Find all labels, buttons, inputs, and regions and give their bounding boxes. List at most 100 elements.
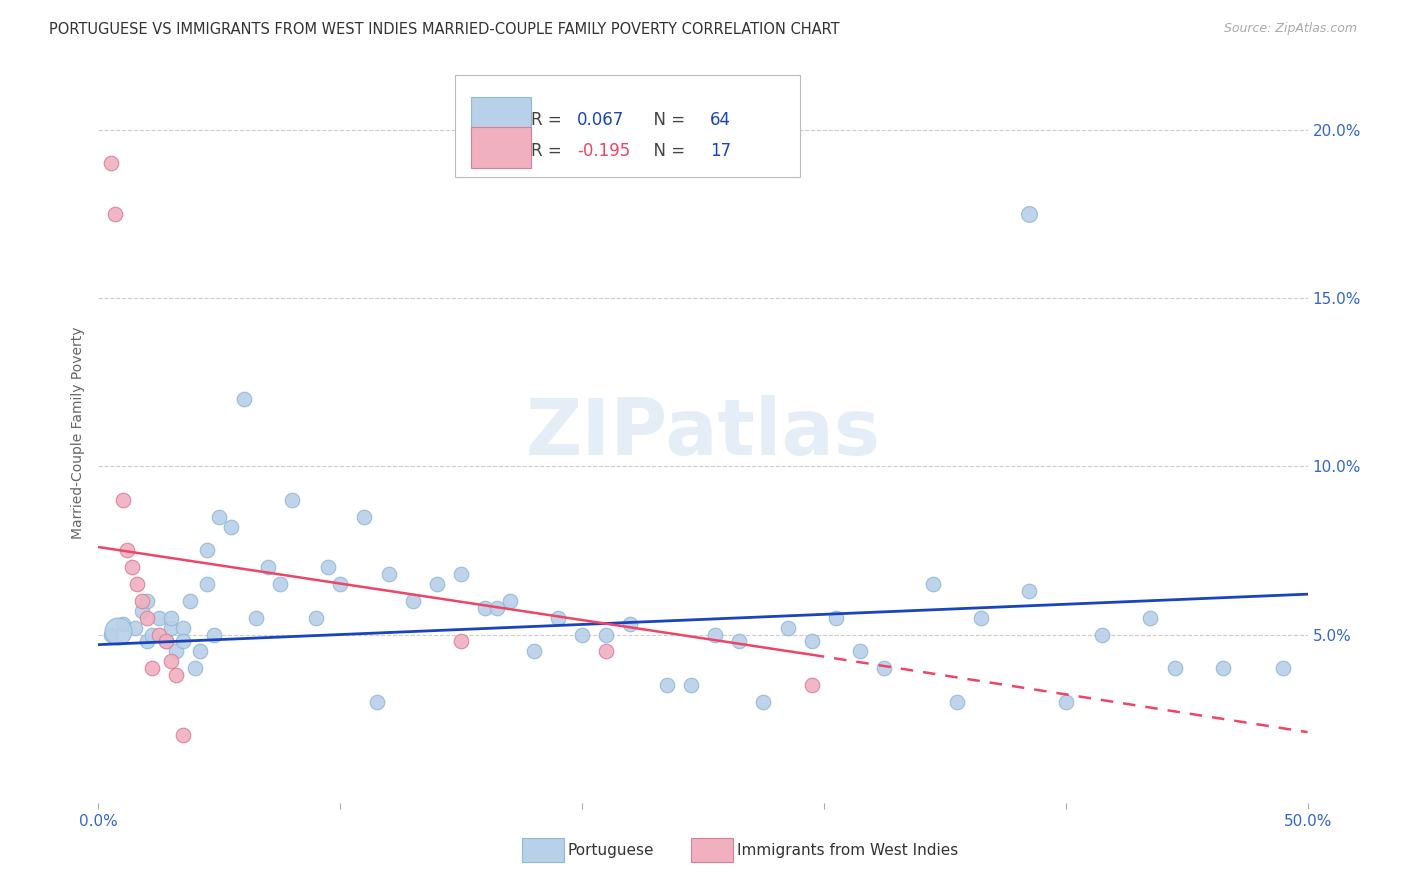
Point <box>776 621 799 635</box>
FancyBboxPatch shape <box>456 75 800 178</box>
FancyBboxPatch shape <box>471 97 531 138</box>
Text: N =: N = <box>643 112 690 129</box>
Point <box>107 624 129 639</box>
FancyBboxPatch shape <box>471 127 531 168</box>
Point <box>523 644 546 658</box>
Point <box>704 627 727 641</box>
Point <box>148 627 170 641</box>
Point <box>728 634 751 648</box>
Text: Immigrants from West Indies: Immigrants from West Indies <box>737 843 957 858</box>
Text: 17: 17 <box>710 143 731 161</box>
Point <box>849 644 872 658</box>
Point <box>921 577 943 591</box>
Point <box>155 634 177 648</box>
Point <box>165 668 187 682</box>
Text: ZIPatlas: ZIPatlas <box>526 394 880 471</box>
Point <box>160 621 183 635</box>
Point <box>547 610 569 624</box>
Point <box>104 207 127 221</box>
Point <box>595 627 617 641</box>
Point <box>619 617 641 632</box>
Point <box>160 610 183 624</box>
Point <box>135 594 157 608</box>
Point <box>402 594 425 608</box>
Point <box>111 492 134 507</box>
Point <box>195 577 218 591</box>
Point <box>188 644 211 658</box>
Point <box>245 610 267 624</box>
Point <box>1272 661 1295 675</box>
Point <box>800 678 823 692</box>
Text: PORTUGUESE VS IMMIGRANTS FROM WEST INDIES MARRIED-COUPLE FAMILY POVERTY CORRELAT: PORTUGUESE VS IMMIGRANTS FROM WEST INDIE… <box>49 22 839 37</box>
Text: Portuguese: Portuguese <box>568 843 654 858</box>
Text: Source: ZipAtlas.com: Source: ZipAtlas.com <box>1223 22 1357 36</box>
Point <box>426 577 449 591</box>
Point <box>111 617 134 632</box>
Point <box>752 695 775 709</box>
Point <box>1018 207 1040 221</box>
Point <box>100 627 122 641</box>
Point <box>148 610 170 624</box>
Point <box>256 560 278 574</box>
Point <box>474 600 496 615</box>
Point <box>172 729 194 743</box>
Point <box>100 156 122 170</box>
Point <box>172 621 194 635</box>
Point <box>450 566 472 581</box>
Point <box>179 594 201 608</box>
Point <box>825 610 848 624</box>
Point <box>195 543 218 558</box>
Point <box>679 678 702 692</box>
Point <box>946 695 969 709</box>
Point <box>873 661 896 675</box>
Point <box>486 600 509 615</box>
Point <box>131 594 153 608</box>
Point <box>571 627 593 641</box>
Point <box>595 644 617 658</box>
Text: -0.195: -0.195 <box>578 143 630 161</box>
Point <box>127 577 149 591</box>
Point <box>269 577 291 591</box>
Point <box>135 610 157 624</box>
Point <box>316 560 339 574</box>
Point <box>1212 661 1234 675</box>
Point <box>305 610 328 624</box>
Point <box>800 634 823 648</box>
Point <box>172 634 194 648</box>
Point <box>121 560 143 574</box>
Text: R =: R = <box>531 143 567 161</box>
Text: 0.067: 0.067 <box>578 112 624 129</box>
Point <box>366 695 388 709</box>
Point <box>184 661 207 675</box>
Text: 64: 64 <box>710 112 731 129</box>
Point <box>131 604 153 618</box>
Point <box>204 627 226 641</box>
Point <box>281 492 304 507</box>
Point <box>155 634 177 648</box>
Point <box>450 634 472 648</box>
Text: N =: N = <box>643 143 690 161</box>
Point <box>329 577 352 591</box>
Point <box>1018 583 1040 598</box>
Point <box>208 509 231 524</box>
Point <box>353 509 375 524</box>
Point <box>141 661 163 675</box>
Point <box>655 678 678 692</box>
Text: R =: R = <box>531 112 567 129</box>
Point <box>165 644 187 658</box>
Point <box>970 610 993 624</box>
Point <box>124 621 146 635</box>
FancyBboxPatch shape <box>690 838 734 862</box>
Point <box>1091 627 1114 641</box>
Point <box>1163 661 1185 675</box>
Point <box>498 594 520 608</box>
Point <box>377 566 399 581</box>
Point <box>221 520 243 534</box>
Point <box>1139 610 1161 624</box>
Point <box>160 655 183 669</box>
Point <box>117 543 139 558</box>
Point <box>1054 695 1077 709</box>
FancyBboxPatch shape <box>522 838 564 862</box>
Point <box>141 627 163 641</box>
Point <box>135 634 157 648</box>
